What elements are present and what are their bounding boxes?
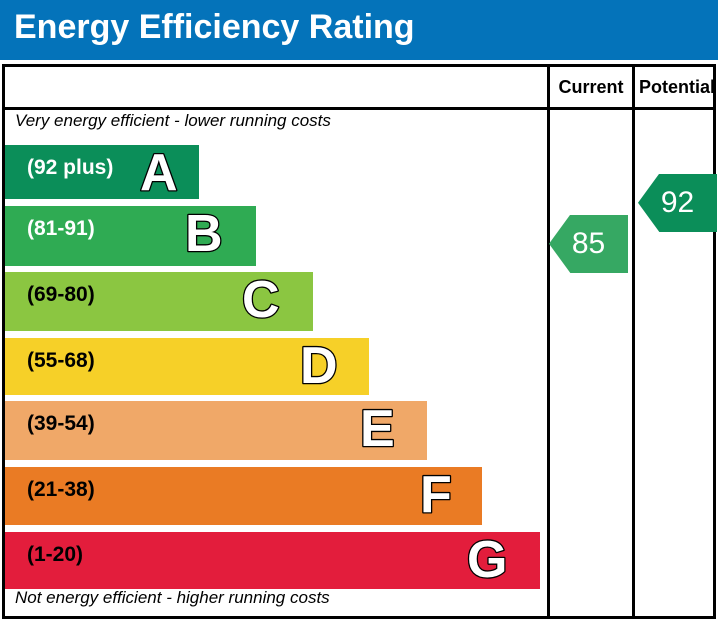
svg-text:F: F (420, 466, 452, 524)
svg-text:G: G (467, 531, 507, 589)
svg-text:D: D (300, 337, 338, 395)
svg-text:B: B (185, 205, 223, 263)
svg-text:C: C (242, 271, 280, 329)
svg-text:A: A (140, 144, 178, 202)
svg-text:E: E (360, 400, 395, 458)
